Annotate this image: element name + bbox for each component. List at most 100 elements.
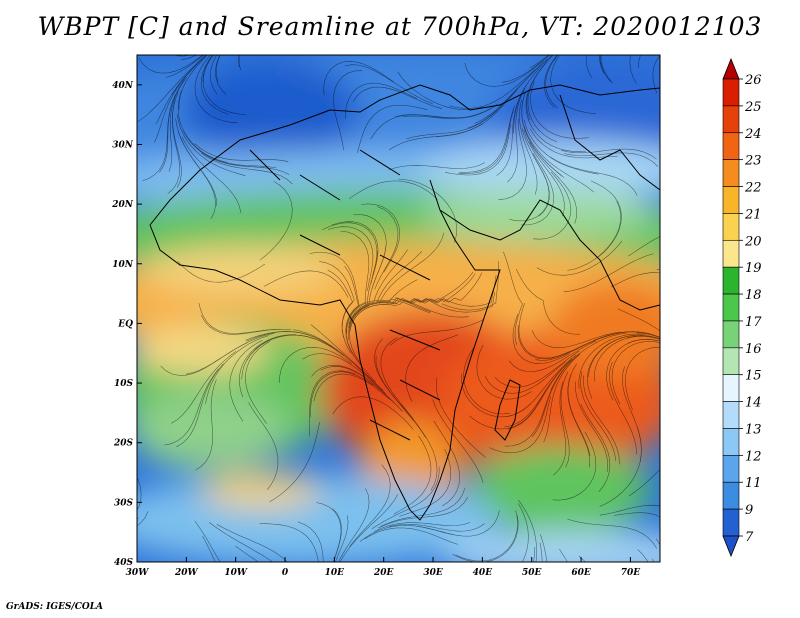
colorbar-label: 16 xyxy=(745,342,762,357)
streamline xyxy=(352,86,443,109)
streamline xyxy=(525,92,586,152)
streamline xyxy=(531,353,580,438)
streamline xyxy=(461,374,531,418)
streamline xyxy=(459,105,515,173)
streamline xyxy=(560,371,570,468)
streamline xyxy=(316,502,342,562)
streamline xyxy=(200,55,229,115)
streamline xyxy=(613,512,660,518)
streamline xyxy=(313,373,390,402)
streamline xyxy=(194,520,221,562)
streamline xyxy=(245,331,338,352)
streamline xyxy=(399,449,452,517)
wbpt-field xyxy=(137,55,660,562)
streamline xyxy=(241,334,316,380)
streamline xyxy=(229,339,263,422)
streamline xyxy=(539,542,543,562)
x-tick-label: 60E xyxy=(571,568,591,578)
streamline xyxy=(215,55,227,95)
streamline xyxy=(398,178,458,243)
streamline xyxy=(159,79,185,173)
streamline xyxy=(553,381,567,476)
colorbar-segment xyxy=(722,481,740,510)
colorbar-label: 12 xyxy=(745,449,762,464)
streamline xyxy=(585,55,592,78)
streamline xyxy=(310,371,374,418)
streamline xyxy=(388,523,485,532)
streamline xyxy=(215,55,221,82)
colorbar-label: 11 xyxy=(745,476,762,491)
colorbar-segment xyxy=(722,320,740,349)
x-tick-label: 20W xyxy=(174,568,199,578)
streamline xyxy=(346,279,418,334)
streamline xyxy=(509,154,550,222)
streamline xyxy=(567,200,621,271)
streamline xyxy=(636,332,660,339)
streamline xyxy=(523,129,565,217)
streamline xyxy=(516,269,581,335)
streamline xyxy=(553,55,559,62)
colorbar-bottom-arrow xyxy=(722,535,740,558)
streamline xyxy=(297,521,324,562)
x-tick-label: 20E xyxy=(373,568,394,578)
colorbar-label: 19 xyxy=(745,261,762,276)
streamline xyxy=(524,126,595,193)
streamline xyxy=(458,108,515,174)
streamline xyxy=(594,336,660,382)
colorbar-segment xyxy=(722,239,740,268)
streamline xyxy=(512,313,570,364)
streamline xyxy=(544,55,558,108)
streamline xyxy=(137,517,139,520)
streamline xyxy=(205,335,269,404)
streamline xyxy=(208,522,274,562)
colorbar-segment xyxy=(722,78,740,107)
streamline xyxy=(279,347,352,383)
colorbar-label: 23 xyxy=(744,154,762,169)
streamline xyxy=(540,534,548,562)
streamline xyxy=(415,510,500,537)
streamline xyxy=(335,515,349,562)
streamline xyxy=(567,373,591,468)
colorbar-label: 18 xyxy=(745,288,762,303)
y-tick-label: 40N xyxy=(112,81,134,91)
streamline xyxy=(625,347,660,410)
streamline xyxy=(165,55,205,78)
streamline xyxy=(348,250,378,340)
colorbar-segment xyxy=(722,455,740,483)
colorbar-segment xyxy=(722,132,740,160)
streamline xyxy=(361,203,401,273)
streamline xyxy=(194,55,238,124)
streamline xyxy=(523,119,599,175)
streamline xyxy=(388,162,486,171)
streamline xyxy=(395,107,492,119)
streamline xyxy=(600,55,613,83)
streamline xyxy=(536,240,623,276)
streamline xyxy=(201,152,293,185)
streamline xyxy=(580,403,611,492)
streamline xyxy=(503,251,523,345)
streamline xyxy=(332,396,414,430)
streamline xyxy=(521,152,554,226)
streamline xyxy=(599,55,611,82)
streamline xyxy=(340,230,370,310)
streamline xyxy=(397,71,483,110)
streamline xyxy=(348,245,387,333)
streamline xyxy=(484,361,566,394)
colorbar-segment xyxy=(722,428,740,456)
x-tick-label: 50E xyxy=(522,568,542,578)
colorbar-segment xyxy=(722,374,740,402)
colorbar: 26 25 24 23 22 21 20 19 18 17 16 15 14 13 12 11 9 7 xyxy=(722,57,762,558)
streamline xyxy=(513,55,553,134)
streamline xyxy=(177,114,246,176)
streamline xyxy=(202,55,214,82)
streamline xyxy=(561,331,655,356)
streamline xyxy=(599,504,660,516)
streamline xyxy=(502,55,551,83)
streamline xyxy=(433,420,460,507)
streamline xyxy=(374,206,399,290)
x-tick-label: 10E xyxy=(325,568,345,578)
streamline xyxy=(259,181,293,261)
streamline xyxy=(445,124,511,176)
streamline xyxy=(164,368,219,446)
streamline xyxy=(216,523,288,562)
